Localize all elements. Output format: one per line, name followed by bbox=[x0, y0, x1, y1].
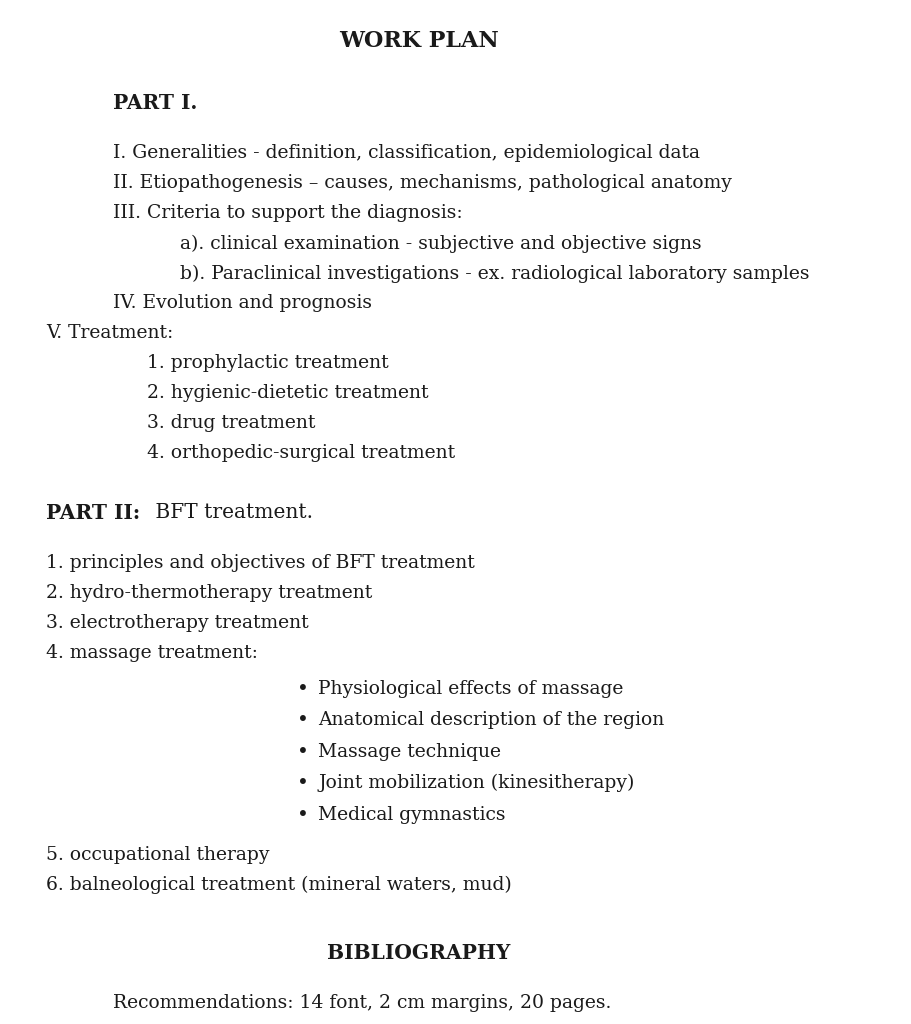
Text: BIBLIOGRAPHY: BIBLIOGRAPHY bbox=[327, 943, 510, 963]
Text: PART I.: PART I. bbox=[113, 93, 197, 113]
Text: WORK PLAN: WORK PLAN bbox=[338, 30, 498, 52]
Text: 2. hygienic-dietetic treatment: 2. hygienic-dietetic treatment bbox=[147, 384, 427, 402]
Text: Joint mobilization (kinesitherapy): Joint mobilization (kinesitherapy) bbox=[318, 774, 634, 793]
Text: 1. principles and objectives of BFT treatment: 1. principles and objectives of BFT trea… bbox=[46, 554, 475, 572]
Text: V. Treatment:: V. Treatment: bbox=[46, 325, 173, 342]
Text: •: • bbox=[297, 712, 309, 730]
Text: Massage technique: Massage technique bbox=[318, 742, 501, 761]
Text: 5. occupational therapy: 5. occupational therapy bbox=[46, 846, 270, 863]
Text: I. Generalities - definition, classification, epidemiological data: I. Generalities - definition, classifica… bbox=[113, 144, 700, 163]
Text: PART II:: PART II: bbox=[46, 503, 140, 523]
Text: a). clinical examination - subjective and objective signs: a). clinical examination - subjective an… bbox=[179, 234, 701, 253]
Text: 3. electrotherapy treatment: 3. electrotherapy treatment bbox=[46, 614, 308, 632]
Text: b). Paraclinical investigations - ex. radiological laboratory samples: b). Paraclinical investigations - ex. ra… bbox=[179, 264, 809, 283]
Text: 6. balneological treatment (mineral waters, mud): 6. balneological treatment (mineral wate… bbox=[46, 876, 511, 894]
Text: III. Criteria to support the diagnosis:: III. Criteria to support the diagnosis: bbox=[113, 205, 462, 222]
Text: •: • bbox=[297, 806, 309, 824]
Text: •: • bbox=[297, 742, 309, 762]
Text: Medical gymnastics: Medical gymnastics bbox=[318, 806, 505, 823]
Text: 3. drug treatment: 3. drug treatment bbox=[147, 415, 314, 432]
Text: Anatomical description of the region: Anatomical description of the region bbox=[318, 712, 664, 729]
Text: 4. massage treatment:: 4. massage treatment: bbox=[46, 644, 258, 663]
Text: 1. prophylactic treatment: 1. prophylactic treatment bbox=[147, 354, 388, 373]
Text: Physiological effects of massage: Physiological effects of massage bbox=[318, 680, 623, 698]
Text: 2. hydro-thermotherapy treatment: 2. hydro-thermotherapy treatment bbox=[46, 585, 372, 602]
Text: •: • bbox=[297, 774, 309, 794]
Text: BFT treatment.: BFT treatment. bbox=[148, 503, 312, 522]
Text: •: • bbox=[297, 680, 309, 699]
Text: Recommendations: 14 font, 2 cm margins, 20 pages.: Recommendations: 14 font, 2 cm margins, … bbox=[113, 994, 610, 1012]
Text: 4. orthopedic-surgical treatment: 4. orthopedic-surgical treatment bbox=[147, 444, 455, 462]
Text: II. Etiopathogenesis – causes, mechanisms, pathological anatomy: II. Etiopathogenesis – causes, mechanism… bbox=[113, 174, 732, 193]
Text: IV. Evolution and prognosis: IV. Evolution and prognosis bbox=[113, 294, 372, 312]
